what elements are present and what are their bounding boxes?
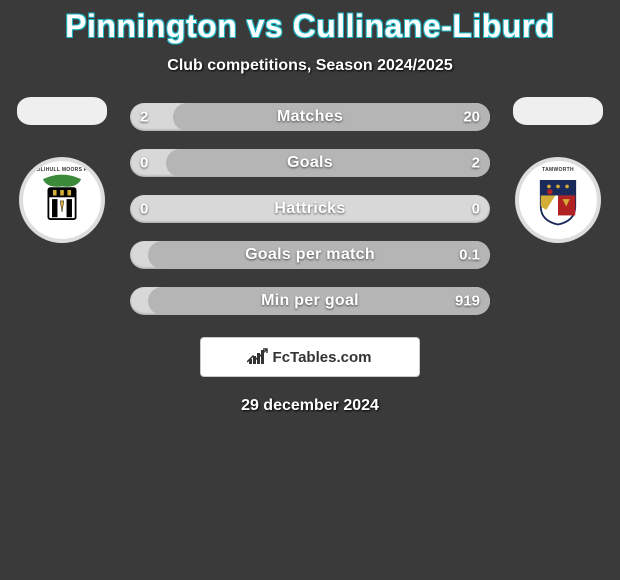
stat-left-value: 2 [140,109,148,126]
comparison-arena: SOLIHULL MOORS FC 2Matches200Goals20Hatt… [0,103,620,315]
bar-chart-icon [249,350,267,364]
stat-right-value: 919 [455,293,480,310]
stat-left-value: 0 [140,201,148,218]
left-crest-label: SOLIHULL MOORS FC [33,167,91,173]
stat-label: Matches [277,108,343,126]
stat-right-value: 0.1 [459,247,480,264]
left-player-name-pill [17,97,107,125]
right-club-crest: TAMWORTH [515,157,601,243]
right-player-name-pill [513,97,603,125]
stat-label: Min per goal [261,292,359,310]
branding-text: FcTables.com [273,349,372,366]
branding-badge[interactable]: FcTables.com [200,337,420,377]
stat-left-value: 0 [140,155,148,172]
right-player-side: TAMWORTH [508,97,608,243]
stat-right-value: 2 [472,155,480,172]
date-text: 29 december 2024 [0,397,620,415]
stat-right-value: 0 [472,201,480,218]
stat-label: Goals per match [245,246,375,264]
left-player-side: SOLIHULL MOORS FC [12,97,112,243]
stat-row: 0 Goals 2 [130,149,490,177]
stat-right-value: 20 [463,109,480,126]
page-title: Pinnington vs Cullinane-Liburd [0,8,620,45]
stat-row: Goals per match 0.1 [130,241,490,269]
stats-bars: 2Matches200Goals20Hattricks0Goals per ma… [130,103,490,315]
stat-row: 0 Hattricks 0 [130,195,490,223]
stat-row: 2 Matches 20 [130,103,490,131]
comparison-card: Pinnington vs Cullinane-Liburd Club comp… [0,0,620,415]
left-club-crest: SOLIHULL MOORS FC [19,157,105,243]
subtitle: Club competitions, Season 2024/2025 [0,57,620,75]
stat-label: Goals [287,154,333,172]
right-crest-label: TAMWORTH [542,167,574,173]
stat-row: Min per goal 919 [130,287,490,315]
trend-line-icon [247,348,269,364]
stat-label: Hattricks [274,200,345,218]
